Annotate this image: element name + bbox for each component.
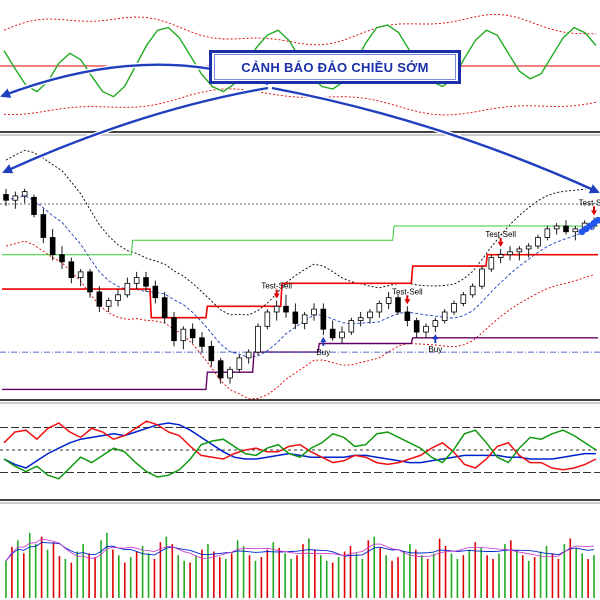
candle-body <box>87 271 93 293</box>
volume-signal-line <box>5 538 595 562</box>
candle-body <box>516 248 523 253</box>
candle-body <box>395 297 401 313</box>
candle-body <box>199 337 205 347</box>
candle-body <box>3 194 9 201</box>
candle-body <box>404 311 411 322</box>
candle-body <box>507 251 513 256</box>
candle-body <box>311 308 317 316</box>
candle-body <box>245 351 252 359</box>
arrow-to-right-price <box>271 86 600 194</box>
candle-body <box>320 308 327 330</box>
candle-body <box>367 311 373 319</box>
candle-body <box>572 228 579 233</box>
momentum-line-3 <box>3 429 597 480</box>
candle-body <box>460 294 467 304</box>
candle-body <box>441 311 448 322</box>
candle-body <box>208 345 215 362</box>
resistance-step-line <box>2 225 598 256</box>
candle-body <box>49 237 56 256</box>
candle-body <box>161 297 168 319</box>
volume-pane <box>5 532 595 598</box>
candle-body <box>544 228 551 238</box>
sell-arrow-icon <box>591 206 597 216</box>
candle-body <box>171 317 177 342</box>
candle-body <box>115 294 121 301</box>
candle-body <box>59 254 65 263</box>
buy-arrow-icon <box>320 336 327 346</box>
osc1-upper-band <box>3 13 596 46</box>
sell-arrow-icon <box>273 289 280 299</box>
signal-label: Buy <box>428 345 442 354</box>
candle-body <box>180 328 187 342</box>
candle-body <box>12 195 19 201</box>
banner-text: CẢNH BÁO ĐẢO CHIỀU SỚM <box>214 54 456 80</box>
candle-body <box>339 331 345 339</box>
signal-label: Test-Sell <box>485 230 516 239</box>
buy-arrow-icon <box>432 334 439 344</box>
candle-body <box>273 305 280 313</box>
candle-body <box>68 261 75 279</box>
candle-body <box>264 311 271 327</box>
candle-body <box>227 368 233 379</box>
candle-body <box>105 300 112 307</box>
candle-body <box>255 325 261 353</box>
candle-body <box>479 268 485 287</box>
candle-body <box>301 314 308 324</box>
candle-body <box>133 277 140 284</box>
candle-body <box>563 225 569 233</box>
candle-body <box>535 237 541 247</box>
candle-body <box>357 317 364 322</box>
candle-body <box>189 328 196 339</box>
signal-label: Test-Sell <box>261 282 292 291</box>
candle-body <box>525 245 532 250</box>
candle-body <box>413 320 420 333</box>
candle-body <box>143 277 149 287</box>
signal-label: Buy <box>316 348 330 357</box>
candle-body <box>348 320 355 333</box>
price-pane: Test-Sell Buy Test-Sell Buy Test-Sell Test-Se… <box>0 149 600 400</box>
sell-arrow-icon <box>404 295 411 305</box>
signal-label: Test-Sell <box>392 287 423 296</box>
candle-body <box>292 311 299 324</box>
candle-body <box>432 320 439 327</box>
candle-body <box>21 191 28 197</box>
sell-arrow-icon <box>497 237 504 247</box>
momentum-line-1 <box>3 422 596 469</box>
signal-label: Test-Sell <box>579 198 600 207</box>
candle-body <box>488 257 495 270</box>
candle-body <box>451 302 457 313</box>
candle-body <box>553 225 560 230</box>
candle-body <box>236 357 243 370</box>
momentum-pane <box>0 420 600 480</box>
candle-body <box>385 297 392 304</box>
candle-body <box>124 282 131 296</box>
price-lower-envelope <box>5 240 595 400</box>
early-reversal-warning-banner: CẢNH BÁO ĐẢO CHIỀU SỚM <box>209 50 461 84</box>
price-moving-average <box>5 195 595 358</box>
bull-marker-dot <box>594 216 600 224</box>
arrow-to-left-price <box>2 86 269 174</box>
candle-body <box>497 254 504 258</box>
candle-body <box>31 196 37 215</box>
candle-body <box>217 360 224 379</box>
candle-body <box>96 291 103 307</box>
support-step-line <box>2 253 598 319</box>
candle-body <box>376 302 383 313</box>
candle-body <box>283 305 289 313</box>
candle-body <box>40 214 47 238</box>
candle-body <box>152 285 159 299</box>
candle-body <box>423 325 429 333</box>
candle-body <box>77 271 84 279</box>
candle-body <box>469 285 476 296</box>
momentum-line-2 <box>3 420 597 471</box>
candle-body <box>329 328 336 339</box>
price-upper-envelope <box>5 149 594 316</box>
volume-average-line <box>5 541 595 562</box>
